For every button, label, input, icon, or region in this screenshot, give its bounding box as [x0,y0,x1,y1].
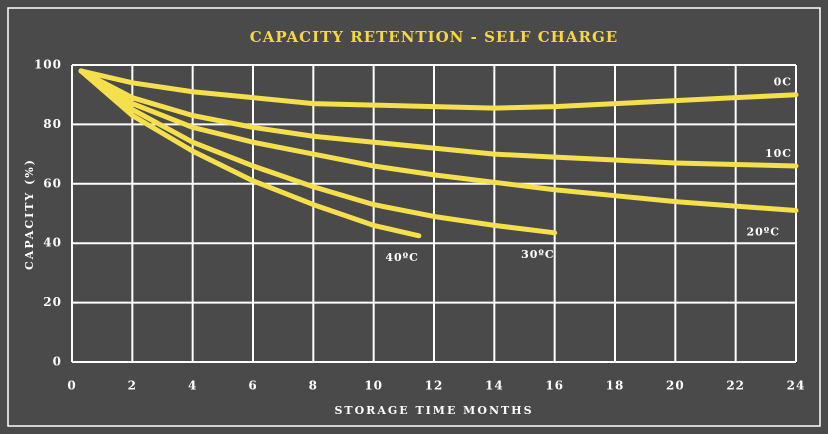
chart-title: CAPACITY RETENTION - SELF CHARGE [250,28,618,46]
x-tick-label: 4 [188,379,197,393]
y-axis-label: CAPACITY (%) [23,158,36,270]
series-label: 0C [774,76,792,89]
x-tick-label: 24 [787,379,806,393]
x-tick-label: 6 [248,379,257,393]
x-tick-label: 22 [726,379,745,393]
series-label: 30ºC [521,248,555,261]
x-tick-label: 2 [128,379,137,393]
line [78,68,799,214]
line [78,68,799,169]
x-tick-label: 12 [425,379,444,393]
series-label: 40ºC [385,251,419,264]
series-label: 10C [765,147,792,160]
y-tick-label: 0 [53,355,62,369]
y-tick-label: 80 [43,117,62,131]
x-tick-label: 18 [606,379,625,393]
y-tick-label: 20 [43,295,62,309]
x-tick-label: 20 [666,379,685,393]
y-tick-label: 60 [43,176,62,190]
x-axis-label: STORAGE TIME MONTHS [334,404,533,417]
frame [7,7,821,427]
series-label: 20ºC [746,226,780,239]
line [78,68,422,239]
x-tick-label: 8 [309,379,318,393]
x-tick-label: 0 [67,379,76,393]
x-tick-label: 10 [364,379,383,393]
y-tick-label: 40 [43,236,62,250]
x-tick-label: 14 [485,379,504,393]
x-tick-label: 16 [545,379,564,393]
y-tick-label: 100 [34,58,62,72]
line [78,68,799,111]
line [78,68,558,236]
